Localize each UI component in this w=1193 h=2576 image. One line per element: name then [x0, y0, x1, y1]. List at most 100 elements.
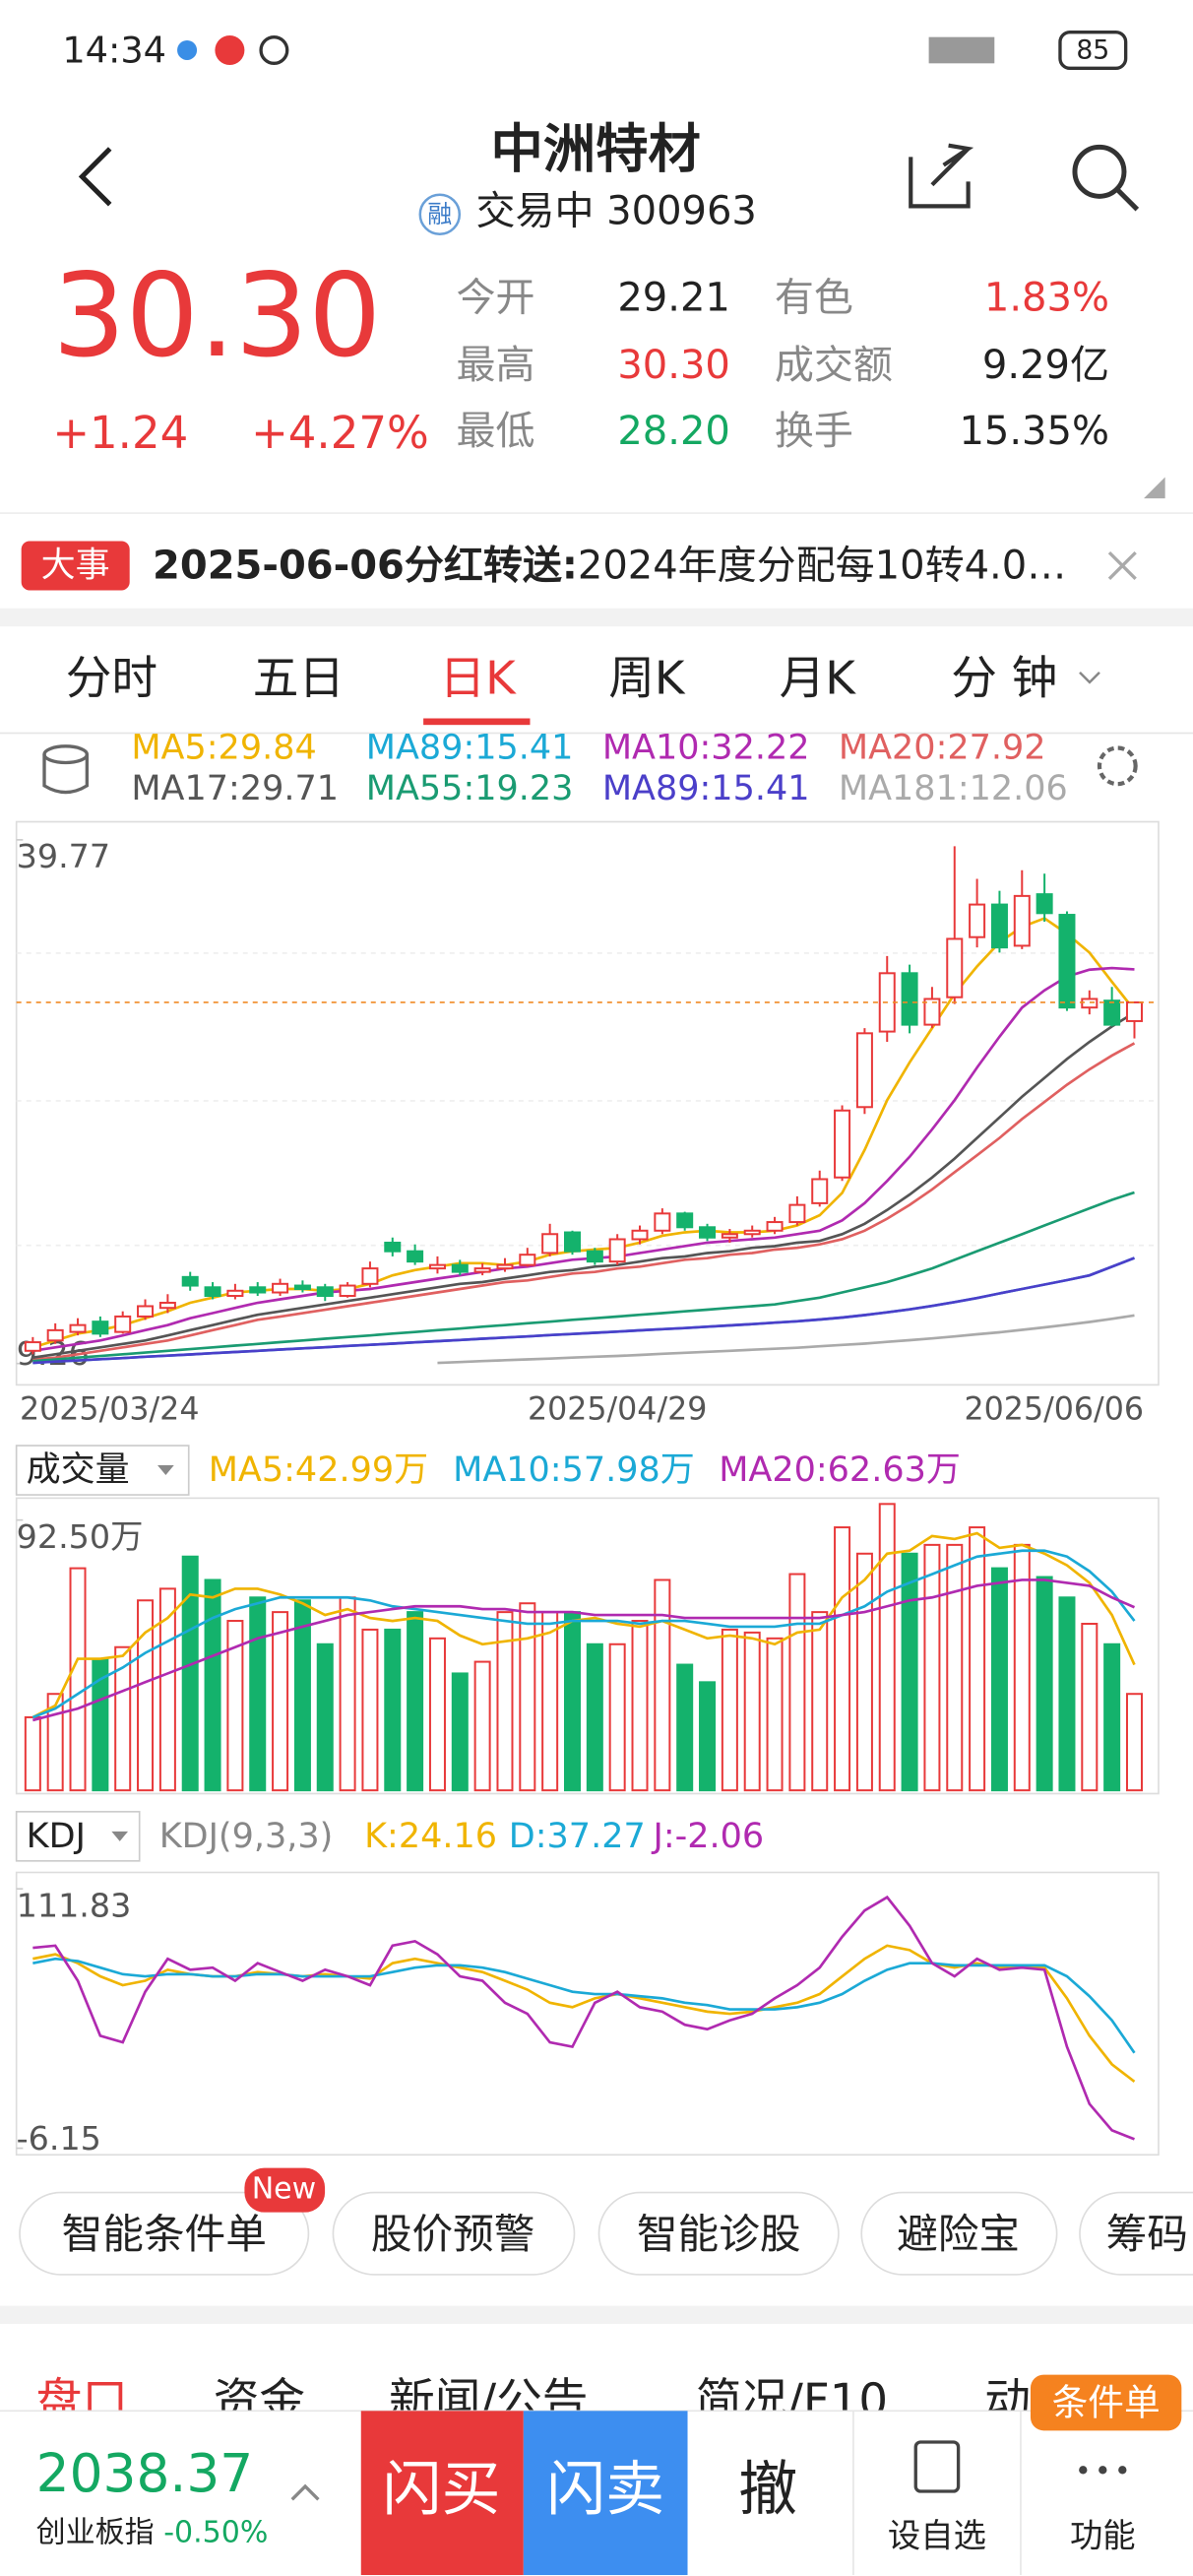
volume-bar	[272, 1611, 289, 1792]
stock-title: 中洲特材	[491, 118, 701, 180]
candle-body	[1058, 914, 1076, 1009]
candle-body	[339, 1284, 356, 1298]
kdj-selector[interactable]	[15, 1810, 141, 1862]
buy-label: 闪买	[382, 2455, 500, 2524]
volume-bar	[743, 1631, 761, 1792]
volume-bar	[24, 1715, 41, 1792]
candle-body	[699, 1226, 717, 1239]
buy-button[interactable]	[360, 2411, 524, 2576]
candle-body	[608, 1238, 626, 1263]
tab[interactable]: 周K	[608, 652, 686, 705]
candle-body	[69, 1323, 87, 1333]
share-button[interactable]	[909, 143, 974, 209]
chip[interactable]	[597, 2191, 840, 2276]
candle-body	[1036, 893, 1053, 915]
volume-frame	[15, 1497, 1160, 1795]
stat-label: 成交额	[775, 343, 893, 388]
tab[interactable]: 月K	[780, 652, 857, 705]
chip[interactable]	[19, 2191, 310, 2276]
legend-item: MA5:29.84	[131, 729, 316, 768]
news-tag-bg	[21, 541, 130, 591]
y-tick-label: -6.15	[17, 2119, 101, 2157]
tab[interactable]: 分 钟	[951, 652, 1057, 705]
y-tick-label: 111.83	[17, 1886, 132, 1924]
index-value[interactable]: 2038.37	[36, 2442, 254, 2504]
series-line	[32, 966, 1135, 1353]
signal-icon	[928, 36, 995, 64]
volume-bar	[316, 1642, 334, 1792]
function-button[interactable]: 功能	[1070, 2517, 1136, 2555]
expand[interactable]	[290, 2483, 320, 2501]
tab[interactable]: 五日	[253, 652, 345, 705]
volume-bar	[46, 1693, 64, 1792]
series-line	[32, 1578, 1136, 1722]
candle-body	[24, 1341, 41, 1352]
volume-bar	[654, 1578, 671, 1792]
series-line	[31, 1549, 1136, 1719]
stat-value: 9.29亿	[982, 343, 1109, 388]
search-button[interactable]	[1072, 144, 1127, 199]
sell-button[interactable]	[523, 2411, 688, 2576]
candle-body	[541, 1233, 559, 1255]
stat-label: 最低	[456, 409, 534, 454]
price-frame	[15, 820, 1160, 1386]
candle-body	[114, 1315, 132, 1333]
back-button[interactable]	[78, 147, 112, 207]
period-tabs: 分时 五日 日K 周K 月K 分 钟	[66, 652, 1058, 705]
legend-item: MA5:42.99万	[209, 1450, 428, 1490]
volume-bar	[204, 1578, 221, 1792]
tab-active[interactable]: 日K	[440, 652, 518, 705]
legend-item: MA89:15.41	[366, 729, 574, 768]
volume-selector[interactable]	[15, 1445, 190, 1496]
candle-body	[428, 1263, 446, 1270]
x-tick-label: 2025/03/24	[20, 1391, 199, 1427]
candle-body	[923, 998, 941, 1026]
chip[interactable]	[860, 2191, 1058, 2276]
band	[0, 608, 1193, 627]
candle-body	[901, 972, 918, 1026]
candle-body	[384, 1241, 402, 1253]
volume-bar	[586, 1642, 603, 1792]
kdj-frame	[15, 1871, 1160, 2157]
candle-body	[946, 937, 964, 998]
candle-body	[92, 1320, 109, 1335]
tab[interactable]: 分时	[66, 652, 157, 705]
band	[0, 2305, 1193, 2324]
condition-badge[interactable]: 条件单	[1052, 2381, 1161, 2423]
series-line	[32, 1256, 1135, 1365]
cancel-button[interactable]: 撤	[738, 2455, 797, 2524]
x-tick-label: 2025/04/29	[528, 1391, 707, 1427]
series-line	[32, 1895, 1135, 2141]
legend-item: K:24.16	[364, 1817, 497, 1856]
volume-bar	[451, 1672, 469, 1792]
volume-bar	[676, 1663, 694, 1792]
volume-bar	[249, 1596, 267, 1792]
volume-bar	[631, 1620, 649, 1792]
condition-badge-bg	[1030, 2374, 1182, 2431]
volume-bar	[361, 1628, 379, 1792]
news-close[interactable]	[1107, 550, 1137, 580]
watch-button[interactable]: 设自选	[888, 2517, 986, 2555]
news-tag: 大事	[41, 546, 110, 585]
status-icon	[259, 34, 289, 65]
chip[interactable]	[332, 2191, 576, 2276]
chips: 智能条件单 股价预警 智能诊股 避险宝 筹码	[19, 2191, 1193, 2276]
volume-bar	[901, 1552, 918, 1792]
settings[interactable]	[1097, 745, 1138, 787]
y-tick-label: 39.77	[17, 837, 110, 875]
chip[interactable]	[1079, 2191, 1193, 2276]
chip-label: 避险宝	[897, 2210, 1020, 2258]
index-change: -0.50%	[163, 2515, 268, 2549]
stat-value: 15.35%	[959, 409, 1109, 454]
battery-level: 85	[1076, 34, 1109, 65]
chip-label: 筹码	[1106, 2210, 1188, 2258]
stat-label: 最高	[456, 343, 534, 388]
y-tick-label: 92.50万	[17, 1517, 144, 1556]
search-handle	[1115, 187, 1140, 212]
db-icon[interactable]	[42, 744, 90, 765]
volume-bar	[384, 1628, 402, 1792]
news-line[interactable]: 2025-06-06分红转送:2024年度分配每10转4.0…	[153, 543, 1066, 588]
series-line	[32, 1011, 1136, 1360]
candle-body	[631, 1229, 649, 1241]
